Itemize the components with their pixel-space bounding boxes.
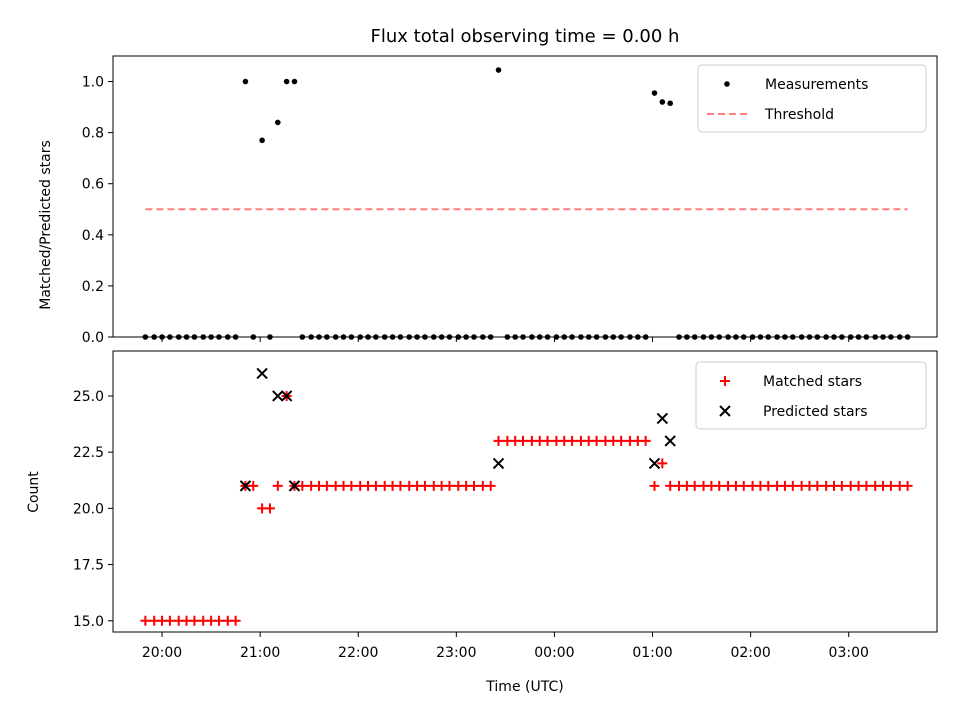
- legend-box: [695, 361, 927, 430]
- measurement-point: [275, 119, 281, 126]
- matched-star-marker: [140, 615, 151, 626]
- x-tick-label: 00:00: [534, 645, 574, 661]
- predicted-star-marker: [239, 480, 252, 492]
- matched-star-marker: [787, 480, 798, 491]
- matched-star-marker: [567, 435, 578, 446]
- matched-star-marker: [264, 503, 275, 514]
- bottom-y-axis-label: Count: [26, 471, 42, 513]
- axes-frame: [112, 350, 938, 633]
- y-tick-label: 17.5: [73, 558, 104, 574]
- legend-label: Matched stars: [763, 374, 862, 390]
- matched-star-marker: [665, 480, 676, 491]
- axes-frame: [112, 55, 938, 338]
- y-tick-label: 20.0: [73, 501, 104, 517]
- matched-star-marker: [738, 480, 749, 491]
- top-panel: 0.0 0.2 0.4 0.6 0.8 1.0 Measurements Threshold: [82, 55, 938, 346]
- matched-star-marker: [444, 480, 455, 491]
- x-axis-label: Time (UTC): [485, 679, 563, 695]
- matched-star-marker: [230, 615, 241, 626]
- x-tick-label: 02:00: [730, 645, 770, 661]
- predicted-star-marker: [272, 390, 284, 402]
- x-tick-label: 23:00: [436, 645, 476, 661]
- matched-star-marker: [542, 435, 553, 446]
- matched-star-marker: [370, 480, 381, 491]
- predicted-star-marker: [492, 457, 505, 470]
- matched-star-marker: [591, 435, 602, 446]
- matched-star-marker: [395, 480, 406, 491]
- matched-star-marker: [902, 480, 913, 491]
- predicted-star-marker: [256, 367, 268, 380]
- y-tick-label: 1.0: [82, 75, 104, 91]
- legend-label: Predicted stars: [763, 404, 868, 420]
- matched-star-marker: [861, 480, 872, 491]
- matched-star-marker: [763, 480, 774, 491]
- legend-marker: [724, 81, 730, 87]
- predicted-star-marker: [288, 480, 301, 492]
- matched-star-marker: [297, 480, 308, 491]
- y-tick-label: 0.4: [82, 228, 104, 244]
- matched-star-marker: [836, 480, 847, 491]
- x-tick-label: 01:00: [632, 645, 672, 661]
- matched-star-marker: [616, 435, 627, 446]
- matched-star-marker: [885, 480, 896, 491]
- y-tick-label: 0.8: [82, 126, 104, 142]
- matched-star-marker: [346, 480, 357, 491]
- legend-box: [697, 64, 927, 133]
- y-tick-label: 0.0: [82, 330, 104, 346]
- measurement-point: [242, 78, 249, 85]
- legend-label: Measurements: [765, 77, 868, 93]
- bottom-panel: 15.0 17.5 20.0 22.5 25.0 20:00 21:00 22:00 23:00…: [73, 350, 938, 661]
- measurement-point: [259, 137, 265, 144]
- matched-star-marker: [213, 615, 224, 626]
- measurement-point: [667, 100, 673, 107]
- measurement-point: [291, 78, 298, 85]
- x-tick-label: 20:00: [142, 645, 182, 661]
- top-y-axis-label: Matched/Predicted stars: [38, 140, 54, 310]
- matched-star-marker: [812, 480, 823, 491]
- matched-star-marker: [419, 480, 430, 491]
- measurement-point: [495, 67, 502, 73]
- chart-title: Flux total observing time = 0.00 h: [371, 26, 680, 47]
- matched-star-marker: [640, 435, 651, 446]
- predicted-star-marker: [656, 412, 669, 425]
- y-tick-label: 0.6: [82, 177, 104, 193]
- matched-star-marker: [493, 435, 504, 446]
- x-tick-label: 03:00: [829, 645, 869, 661]
- matched-star-marker: [518, 435, 529, 446]
- y-tick-label: 22.5: [73, 445, 104, 461]
- measurement-point: [659, 99, 666, 105]
- predicted-star-marker: [664, 435, 676, 447]
- matched-star-marker: [689, 480, 700, 491]
- matched-star-marker: [164, 615, 175, 626]
- matched-star-marker: [321, 480, 332, 491]
- y-tick-label: 0.2: [82, 279, 104, 295]
- legend-marker: [719, 405, 731, 417]
- matched-star-marker: [189, 615, 200, 626]
- matched-star-marker: [468, 480, 479, 491]
- matched-star-marker: [714, 480, 725, 491]
- matched-star-marker: [657, 458, 668, 469]
- matched-star-marker: [485, 480, 496, 491]
- measurement-point: [283, 78, 290, 85]
- y-tick-label: 25.0: [73, 389, 104, 405]
- x-tick-label: 21:00: [240, 645, 280, 661]
- predicted-star-marker: [280, 390, 293, 402]
- predicted-star-marker: [648, 457, 661, 470]
- matched-star-marker: [272, 480, 283, 491]
- x-tick-label: 22:00: [338, 645, 378, 661]
- matched-star-marker: [248, 480, 259, 491]
- measurement-point: [651, 90, 658, 96]
- legend-marker: [720, 376, 730, 386]
- matched-star-marker: [649, 480, 660, 491]
- legend-label: Threshold: [764, 107, 834, 123]
- y-tick-label: 15.0: [73, 614, 104, 630]
